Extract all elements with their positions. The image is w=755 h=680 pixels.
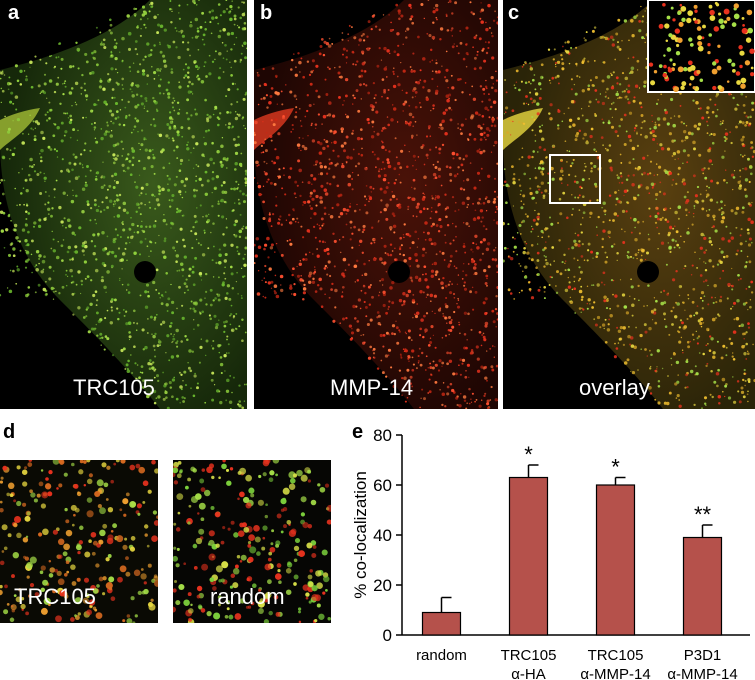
panel-e-letter: e (352, 421, 364, 443)
x-tick-label: TRC105 (501, 647, 557, 664)
panel-a-letter: a (8, 2, 20, 24)
x-tick-label: α-HA (511, 666, 546, 680)
x-tick-label: α-MMP-14 (580, 666, 650, 680)
bar-chart-colocalization: 0 20 40 60 80 % co-localization random * TRC105 α… (351, 426, 750, 680)
y-tick-label: 60 (373, 476, 392, 495)
panel-b-caption: MMP-14 (330, 375, 414, 400)
y-tick-label: 0 (383, 626, 392, 645)
x-tick-label: random (416, 647, 467, 664)
panel-a-caption: TRC105 (73, 375, 155, 400)
panel-a-trc105-image: a TRC105 (0, 0, 247, 409)
panel-d-trc105-zoom: TRC105 (0, 460, 158, 623)
panel-b-letter: b (260, 2, 273, 24)
significance-marker: ** (694, 502, 712, 527)
panel-a-cell-drawing (0, 0, 247, 409)
bar (421, 611, 462, 636)
panel-c-letter: c (508, 2, 520, 24)
y-axis-label: % co-localization (351, 471, 370, 599)
y-tick-label: 80 (373, 426, 392, 445)
panel-d-letter: d (3, 421, 16, 443)
zoom-region-box (549, 154, 601, 204)
panel-c-overlay-image: c overlay (503, 0, 755, 409)
y-tick-label: 40 (373, 526, 392, 545)
significance-marker: * (524, 442, 533, 467)
panel-d-right-caption: random (210, 584, 285, 609)
bar (682, 536, 723, 636)
bar (595, 484, 636, 636)
panel-b-mmp14-image: b MMP-14 (254, 0, 498, 409)
x-tick-label: P3D1 (684, 647, 722, 664)
panel-c-caption: overlay (579, 375, 650, 400)
bar (508, 476, 549, 636)
panel-b-cell-drawing (254, 0, 498, 409)
x-tick-label: TRC105 (588, 647, 644, 664)
y-tick-label: 20 (373, 576, 392, 595)
significance-marker: * (611, 455, 620, 480)
panel-d-left-caption: TRC105 (14, 584, 96, 609)
panel-c-cell-drawing (503, 0, 755, 409)
panel-d-random-zoom: random (173, 460, 331, 623)
x-tick-label: α-MMP-14 (667, 666, 737, 680)
